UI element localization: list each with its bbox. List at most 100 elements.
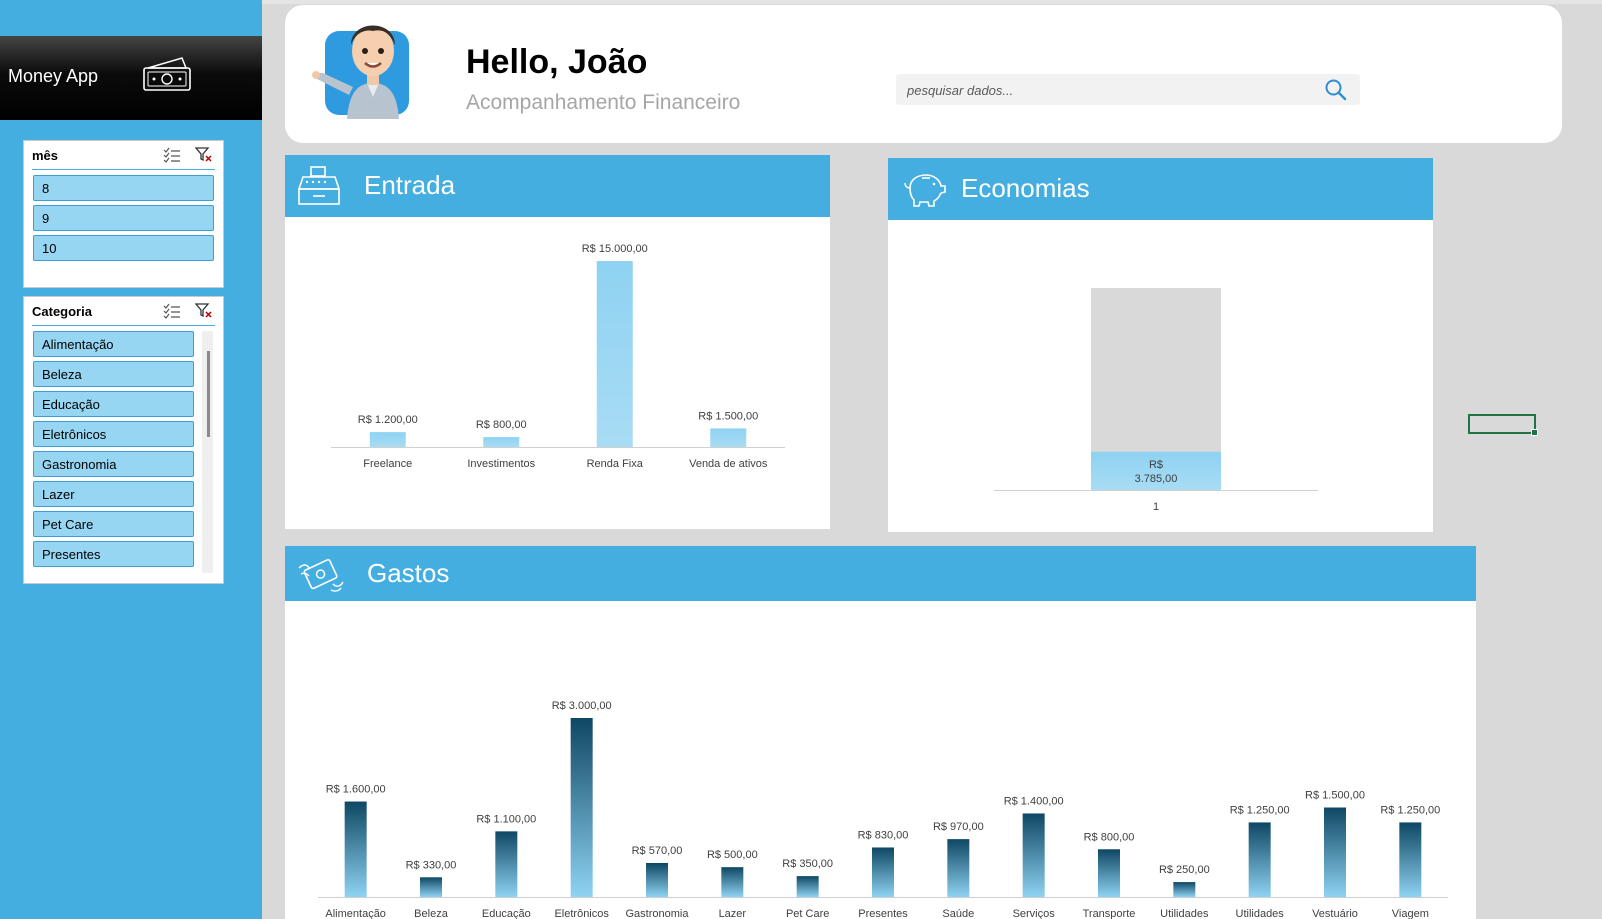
- search-icon[interactable]: [1324, 78, 1348, 102]
- tick-label: Saúde: [942, 908, 974, 919]
- tick-label: Investimentos: [467, 458, 535, 470]
- bar: [420, 877, 442, 897]
- tick-label: Venda de ativos: [689, 458, 768, 470]
- data-label: R$ 500,00: [707, 849, 758, 861]
- piggy-bank-icon: [904, 174, 946, 207]
- selected-cell[interactable]: [1468, 414, 1538, 436]
- category-item[interactable]: Lazer: [33, 481, 194, 507]
- gastos-panel: Gastos R$ 1.600,00 Alimentação R$ 330,00 Be…: [285, 546, 1476, 919]
- tick-label: Eletrônicos: [554, 908, 609, 919]
- scrollbar-thumb[interactable]: [207, 351, 210, 437]
- economias-title: Economias: [961, 173, 1090, 203]
- tick-label: Freelance: [363, 458, 412, 470]
- economias-panel: Economias R$ 3.785,00 1: [888, 158, 1433, 532]
- data-label: R$ 830,00: [858, 829, 909, 841]
- cash-icon: [143, 57, 191, 91]
- tick-label: Alimentação: [325, 908, 386, 919]
- economias-chart: R$ 3.785,00 1: [994, 288, 1318, 513]
- bar: [721, 867, 744, 897]
- category-slicer-title: Categoria: [32, 304, 92, 319]
- category-item[interactable]: Eletrônicos: [33, 421, 194, 447]
- data-label: R$ 1.600,00: [326, 784, 386, 796]
- category-item[interactable]: Presentes: [33, 541, 194, 567]
- top-border: [0, 0, 1602, 4]
- data-label: R$ 800,00: [1084, 831, 1135, 843]
- data-label: R$ 1.250,00: [1230, 804, 1290, 816]
- bar: [796, 876, 819, 897]
- multi-select-icon[interactable]: [163, 303, 181, 319]
- tick-label: Vestuário: [1312, 908, 1358, 919]
- bar: [1173, 882, 1196, 897]
- bar: [344, 801, 367, 897]
- tick-label: Beleza: [414, 908, 449, 919]
- month-item[interactable]: 10: [33, 235, 214, 261]
- month-item[interactable]: 9: [33, 205, 214, 231]
- bar: [710, 428, 747, 447]
- bar: [369, 432, 406, 447]
- data-label: R$ 570,00: [632, 845, 683, 857]
- slicer-scrollbar[interactable]: [202, 331, 213, 573]
- data-label: R$ 1.100,00: [476, 813, 536, 825]
- bar: [483, 437, 520, 447]
- entrada-panel-header: Entrada: [285, 155, 830, 217]
- bar: [495, 831, 518, 897]
- gastos-title: Gastos: [367, 558, 450, 588]
- category-slicer: Categoria Alimentação Beleza Educação El…: [23, 296, 224, 584]
- sidebar: Money App mês 8 9 10: [0, 0, 262, 919]
- tick-label: UtilidadesDom.: [1160, 908, 1209, 919]
- page-subtitle: Acompanhamento Financeiro: [466, 91, 741, 114]
- category-item[interactable]: Gastronomia: [33, 451, 194, 477]
- entrada-panel: Entrada R$ 1.200,00 Freelance R$ 800,00 Inv…: [285, 155, 830, 529]
- search-box: [896, 74, 1360, 107]
- month-slicer-header: mês: [32, 141, 215, 170]
- category-item[interactable]: Educação: [33, 391, 194, 417]
- month-slicer-title: mês: [32, 148, 59, 163]
- data-label: R$ 15.000,00: [582, 243, 648, 255]
- tick-label: Lazer: [719, 908, 747, 919]
- data-label: R$ 1.500,00: [1305, 790, 1365, 802]
- search-input[interactable]: [896, 74, 1309, 107]
- data-label: R$ 3.000,00: [552, 700, 612, 712]
- bar: [1091, 451, 1221, 490]
- data-label: R$ 970,00: [933, 821, 984, 833]
- tick-label: Pet Care: [786, 908, 829, 919]
- economias-panel-header: Economias: [888, 158, 1433, 220]
- header-card: Hello, João Acompanhamento Financeiro: [285, 5, 1562, 143]
- bar: [1022, 813, 1045, 897]
- data-label: R$ 1.400,00: [1004, 795, 1064, 807]
- tick-label: Transporte: [1083, 908, 1136, 919]
- tick-label: Educação: [482, 908, 531, 919]
- tick-label: Presentes: [858, 908, 908, 919]
- bar: [947, 839, 970, 897]
- flying-money-icon: [298, 558, 344, 592]
- bar: [570, 718, 593, 897]
- data-label: R$ 350,00: [782, 858, 833, 870]
- brand-bar: Money App: [0, 36, 262, 120]
- clear-filter-icon[interactable]: [195, 303, 213, 319]
- category-item[interactable]: Pet Care: [33, 511, 194, 537]
- greeting: Hello, João: [466, 43, 648, 81]
- tick-label: Viagem: [1392, 908, 1429, 919]
- month-item[interactable]: 8: [33, 175, 214, 201]
- tick-label: Gastronomia: [626, 908, 690, 919]
- clear-filter-icon[interactable]: [195, 147, 213, 163]
- data-label: R$ 1.500,00: [698, 410, 758, 422]
- category-item[interactable]: Beleza: [33, 361, 194, 387]
- tick-label: UtilidadesDomésticas: [1231, 908, 1289, 919]
- data-label: R$ 250,00: [1159, 864, 1210, 876]
- data-label: R$ 1.200,00: [358, 414, 418, 426]
- app-name: Money App: [8, 66, 99, 86]
- entrada-chart: R$ 1.200,00 Freelance R$ 800,00 Investiment…: [331, 243, 785, 470]
- avatar: [312, 25, 409, 119]
- bar: [646, 862, 668, 897]
- data-label: R$ 330,00: [406, 859, 457, 871]
- entrada-title: Entrada: [364, 170, 456, 200]
- bar: [596, 261, 633, 447]
- category-item[interactable]: Alimentação: [33, 331, 194, 357]
- gastos-panel-header: Gastos: [285, 546, 1476, 601]
- data-label: R$ 3.785,00: [1135, 459, 1178, 485]
- month-slicer: mês 8 9 10: [23, 140, 224, 288]
- tick-label: Renda Fixa: [587, 458, 644, 470]
- multi-select-icon[interactable]: [163, 147, 181, 163]
- fill-handle[interactable]: [1531, 429, 1538, 436]
